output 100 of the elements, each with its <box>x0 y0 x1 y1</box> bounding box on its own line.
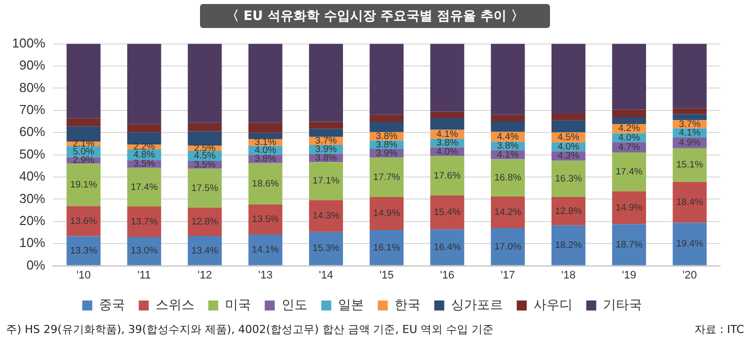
bar <box>672 114 707 120</box>
data-label: 13.0% <box>130 246 158 257</box>
bar <box>370 230 404 266</box>
legend-label: 일본 <box>338 297 364 312</box>
legend-label: 인도 <box>281 297 308 312</box>
data-label: 14.2% <box>494 206 522 218</box>
y-tick-label: 100% <box>12 35 46 50</box>
data-label: 19.1% <box>70 180 98 191</box>
x-tick-label: '14 <box>318 269 334 282</box>
bar <box>672 108 707 114</box>
bar <box>127 124 162 132</box>
y-tick-label: 80% <box>19 80 46 95</box>
bar <box>612 191 646 224</box>
legend-label: 미국 <box>224 297 251 312</box>
y-tick-label: 0% <box>26 257 46 272</box>
data-label: 3.9% <box>376 148 398 159</box>
data-label: 3.8% <box>254 154 277 165</box>
data-label: 15.3% <box>312 243 340 254</box>
bar <box>66 44 101 118</box>
data-label: 18.2% <box>554 240 582 251</box>
data-label: 3.8% <box>497 140 520 152</box>
bar <box>248 163 282 205</box>
bar <box>370 122 404 132</box>
data-label: 3.8% <box>436 138 459 149</box>
bar <box>430 156 464 196</box>
data-label: 17.5% <box>191 182 219 194</box>
bar <box>248 234 282 266</box>
data-label: 14.9% <box>616 202 644 214</box>
data-label: 3.8% <box>376 139 398 150</box>
data-label: 13.6% <box>70 216 98 227</box>
bar <box>127 236 162 266</box>
bar <box>490 159 525 197</box>
y-tick-label: 30% <box>19 190 46 206</box>
bar <box>188 44 222 123</box>
x-tick-label: '11 <box>137 269 151 282</box>
data-label: 4.1% <box>497 149 520 160</box>
data-label: 14.1% <box>252 244 280 256</box>
legend-label: 한국 <box>394 297 420 312</box>
data-label: 4.0% <box>436 146 459 158</box>
bar <box>551 225 586 266</box>
data-label: 14.9% <box>373 208 401 220</box>
bar <box>248 132 282 140</box>
y-tick-label: 60% <box>19 124 46 140</box>
data-label: 13.3% <box>70 245 98 256</box>
legend-label: 기타국 <box>602 297 642 312</box>
x-tick-label: '16 <box>440 269 454 282</box>
data-label: 12.8% <box>554 206 582 217</box>
data-label: 4.1% <box>436 128 459 140</box>
bar <box>612 110 646 118</box>
data-label: 16.4% <box>434 242 462 253</box>
data-label: 4.9% <box>678 138 702 149</box>
bar <box>612 152 646 192</box>
data-label: 4.4% <box>497 131 520 142</box>
bar <box>370 114 404 122</box>
data-label: 4.1% <box>678 128 702 139</box>
y-tick-label: 50% <box>19 146 46 162</box>
bar <box>127 206 162 237</box>
data-label: 17.6% <box>434 170 462 182</box>
y-tick-label: 90% <box>19 58 46 73</box>
bar <box>188 168 222 208</box>
x-tick-label: '15 <box>379 269 394 282</box>
bar <box>430 112 464 118</box>
data-label: 13.4% <box>191 245 219 256</box>
bar <box>490 196 525 228</box>
bar <box>66 118 101 126</box>
y-tick-label: 40% <box>19 168 46 184</box>
data-label: 3.5% <box>133 158 156 170</box>
bar <box>188 236 222 266</box>
text: 주) HS 29(유기화학품), 39(합성수지와 제품), 4002(합성고무) 합산 금액 기준, EU 역외 수입 기준 <box>6 322 494 337</box>
data-label: 4.5% <box>558 132 580 143</box>
data-label: 15.1% <box>676 160 704 171</box>
bar <box>551 44 586 114</box>
data-label: 4.7% <box>618 142 640 153</box>
data-label: 3.8% <box>315 152 338 164</box>
bar <box>188 208 222 236</box>
data-label: 4.0% <box>254 144 277 156</box>
bar <box>309 162 343 200</box>
data-label: 4.8% <box>133 149 156 160</box>
bar <box>612 224 646 266</box>
data-label: 16.3% <box>554 174 582 185</box>
bar <box>66 206 101 236</box>
bar <box>672 44 707 108</box>
bar <box>430 195 464 230</box>
data-label: 4.5% <box>194 150 216 162</box>
bar <box>127 168 162 207</box>
bar <box>66 164 101 206</box>
data-label: 16.8% <box>494 172 522 184</box>
y-tick-label: 10% <box>19 235 46 250</box>
x-tick-label: '19 <box>622 269 636 282</box>
data-label: 5.0% <box>72 146 95 158</box>
y-tick-label: 70% <box>19 102 46 117</box>
bar <box>612 118 646 124</box>
data-label: 17.7% <box>373 172 401 183</box>
bar <box>66 236 101 266</box>
bar <box>612 44 646 110</box>
data-label: 3.8% <box>376 131 398 142</box>
bar <box>248 122 282 133</box>
bar <box>66 126 101 142</box>
bar <box>127 44 162 124</box>
x-tick-label: '10 <box>76 269 91 282</box>
